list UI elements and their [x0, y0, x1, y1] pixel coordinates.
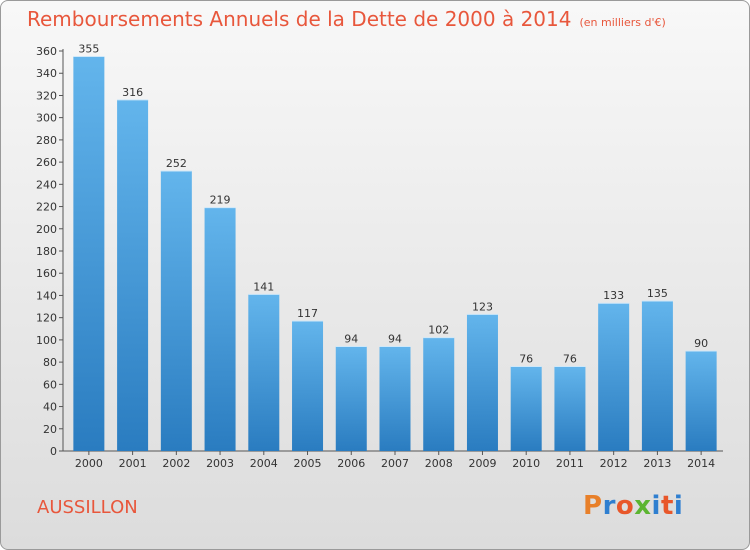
data-label: 117 [297, 307, 318, 320]
x-tick-label: 2001 [119, 457, 147, 470]
bar [423, 337, 455, 451]
bar [160, 171, 192, 451]
chart-title: Remboursements Annuels de la Dette de 20… [27, 7, 666, 31]
y-tick-label: 220 [36, 201, 57, 214]
y-tick-label: 0 [50, 445, 57, 458]
y-tick-label: 300 [36, 112, 57, 125]
data-label: 355 [78, 43, 99, 56]
data-label: 76 [519, 353, 533, 366]
logo-letter: i [651, 491, 661, 521]
y-tick-label: 140 [36, 289, 57, 302]
bar [117, 99, 149, 451]
bar [248, 294, 280, 451]
data-label: 123 [472, 300, 493, 313]
y-tick-label: 20 [43, 423, 57, 436]
x-tick-label: 2012 [600, 457, 628, 470]
x-tick-label: 2005 [294, 457, 322, 470]
y-tick-label: 360 [36, 45, 57, 58]
y-tick-label: 120 [36, 312, 57, 325]
bar [598, 303, 630, 451]
x-tick-label: 2003 [206, 457, 234, 470]
bar [335, 346, 367, 451]
y-tick-label: 100 [36, 334, 57, 347]
y-tick-label: 260 [36, 156, 57, 169]
bar [379, 346, 411, 451]
y-tick-label: 340 [36, 67, 57, 80]
proxiti-logo: Proxiti [583, 491, 683, 521]
data-label: 102 [428, 324, 449, 337]
data-label: 94 [388, 333, 402, 346]
x-tick-label: 2007 [381, 457, 409, 470]
y-tick-label: 60 [43, 378, 57, 391]
bar [292, 321, 324, 451]
x-tick-label: 2009 [468, 457, 496, 470]
bar [641, 301, 673, 451]
logo-letter: P [583, 491, 603, 521]
logo-letter: x [634, 491, 652, 521]
chart-unit: (en milliers d'€) [579, 16, 666, 29]
data-label: 133 [603, 289, 624, 302]
y-tick-label: 180 [36, 245, 57, 258]
bar [73, 56, 105, 452]
data-label: 94 [344, 333, 358, 346]
y-tick-label: 240 [36, 178, 57, 191]
x-tick-label: 2010 [512, 457, 540, 470]
logo-letter: o [615, 491, 635, 521]
y-tick-label: 280 [36, 134, 57, 147]
x-tick-label: 2013 [643, 457, 671, 470]
bar [554, 366, 586, 451]
chart-title-text: Remboursements Annuels de la Dette de 20… [27, 7, 572, 31]
logo-letter: i [673, 491, 684, 521]
y-tick-label: 200 [36, 223, 57, 236]
data-label: 252 [166, 157, 187, 170]
x-tick-label: 2004 [250, 457, 278, 470]
data-label: 316 [122, 86, 143, 99]
bar [466, 314, 498, 451]
x-tick-label: 2014 [687, 457, 715, 470]
logo-letter: t [660, 491, 674, 521]
data-label: 135 [647, 287, 668, 300]
x-tick-label: 2000 [75, 457, 103, 470]
data-label: 141 [253, 280, 274, 293]
y-tick-label: 40 [43, 401, 57, 414]
x-tick-label: 2011 [556, 457, 584, 470]
x-tick-label: 2006 [337, 457, 365, 470]
y-tick-label: 320 [36, 89, 57, 102]
data-label: 90 [694, 337, 708, 350]
x-tick-label: 2008 [425, 457, 453, 470]
y-tick-label: 80 [43, 356, 57, 369]
data-label: 76 [563, 353, 577, 366]
data-label: 219 [210, 194, 231, 207]
bar [204, 207, 236, 451]
bar [685, 351, 717, 451]
town-name: AUSSILLON [37, 497, 138, 518]
logo-letter: r [602, 491, 616, 521]
x-tick-label: 2002 [162, 457, 190, 470]
bar [510, 366, 542, 451]
y-tick-label: 160 [36, 267, 57, 280]
